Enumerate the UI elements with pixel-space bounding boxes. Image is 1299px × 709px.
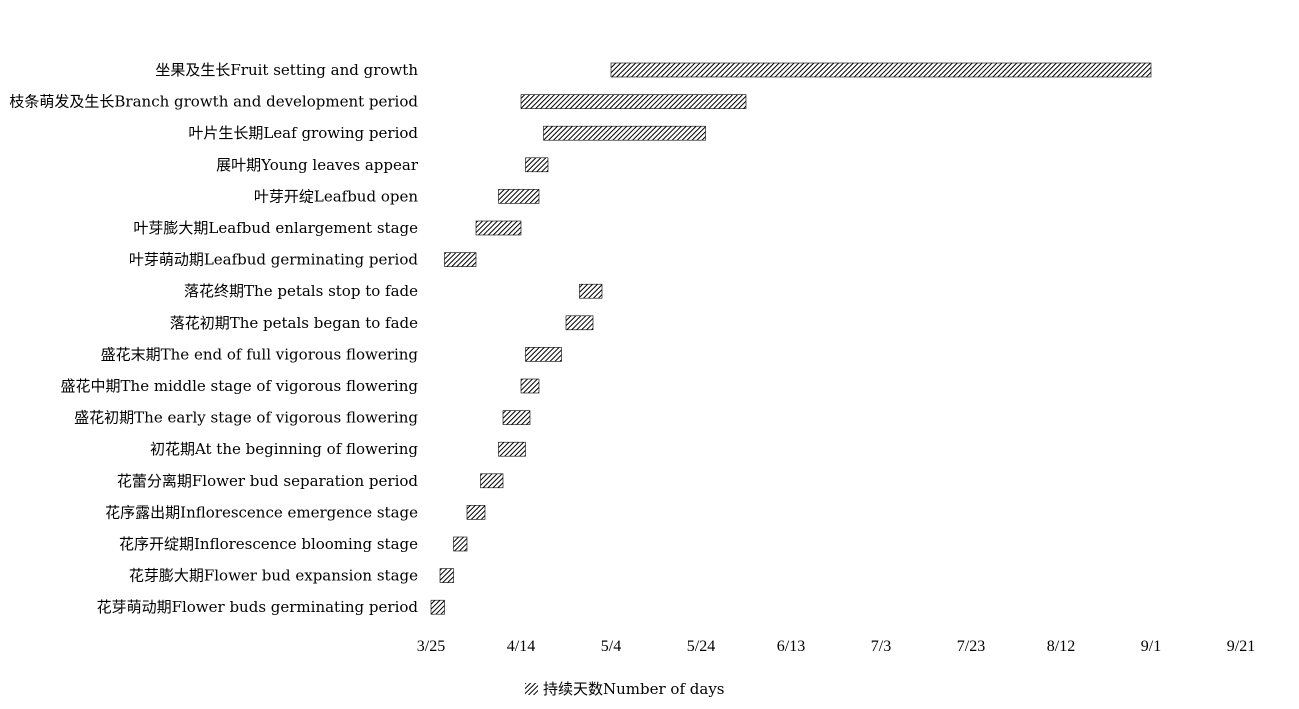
duration-bar: [579, 283, 603, 299]
category-label: 叶片生长期Leaf growing period: [188, 124, 418, 142]
category-label: 叶芽膨大期Leafbud enlargement stage: [133, 219, 418, 237]
duration-bar: [520, 378, 540, 394]
x-tick-label: 9/21: [1227, 638, 1255, 655]
x-tick-label: 8/12: [1047, 638, 1075, 655]
x-tick-label: 7/23: [957, 638, 985, 655]
duration-bar: [525, 347, 562, 362]
duration-bar: [498, 189, 540, 204]
duration-bar: [466, 505, 486, 520]
duration-bar: [480, 473, 504, 489]
x-tick-label: 3/25: [417, 638, 445, 655]
x-tick-label: 5/24: [687, 638, 715, 655]
category-label: 叶芽开绽Leafbud open: [254, 187, 418, 205]
category-label: 盛花中期The middle stage of vigorous floweri…: [61, 377, 419, 395]
duration-bar: [543, 125, 706, 141]
duration-bar: [520, 94, 747, 109]
duration-bar: [444, 252, 477, 267]
category-label: 枝条萌发及生长Branch growth and development per…: [9, 93, 418, 111]
x-tick-label: 6/13: [777, 638, 805, 655]
category-label: 花序露出期Inflorescence emergence stage: [105, 503, 418, 521]
category-label: 展叶期Young leaves appear: [216, 156, 419, 174]
duration-bar: [439, 568, 454, 583]
category-label: 初花期At the beginning of flowering: [150, 440, 418, 458]
category-label: 花序开绽期Inflorescence blooming stage: [119, 535, 418, 553]
category-label: 坐果及生长Fruit setting and growth: [155, 61, 418, 79]
category-label: 花蕾分离期Flower bud separation period: [117, 472, 419, 490]
category-label: 花芽膨大期Flower bud expansion stage: [129, 567, 418, 585]
duration-bar: [430, 599, 445, 615]
legend-label: 持续天数Number of days: [543, 680, 725, 698]
duration-bar: [565, 315, 594, 331]
duration-bar: [453, 536, 468, 552]
category-label: 落花终期The petals stop to fade: [184, 282, 418, 300]
x-tick-label: 7/3: [871, 638, 891, 655]
legend-swatch: [525, 682, 538, 695]
x-tick-label: 9/1: [1141, 638, 1161, 655]
category-labels: 坐果及生长Fruit setting and growth 枝条萌发及生长Bran…: [9, 61, 418, 616]
category-label: 花芽萌动期Flower buds germinating period: [97, 598, 419, 616]
category-label: 落花初期The petals began to fade: [170, 314, 418, 332]
duration-bar: [610, 62, 1152, 78]
x-tick-label: 4/14: [507, 638, 535, 655]
x-tick-label: 5/4: [601, 638, 621, 655]
x-axis-tick-labels: 3/25 4/14 5/4 5/24 6/13 7/3 7/23 8/12 9/1 9/21: [417, 638, 1255, 655]
duration-bar: [502, 410, 531, 425]
category-label: 盛花末期The end of full vigorous flowering: [101, 345, 419, 363]
duration-bar: [525, 157, 549, 173]
duration-bars: [430, 62, 1152, 615]
category-label: 盛花初期The early stage of vigorous flowerin…: [74, 409, 418, 427]
duration-bar: [475, 220, 522, 236]
legend: 持续天数Number of days: [525, 678, 725, 699]
category-label: 叶芽萌动期Leafbud germinating period: [129, 251, 419, 269]
duration-bar: [498, 441, 526, 457]
